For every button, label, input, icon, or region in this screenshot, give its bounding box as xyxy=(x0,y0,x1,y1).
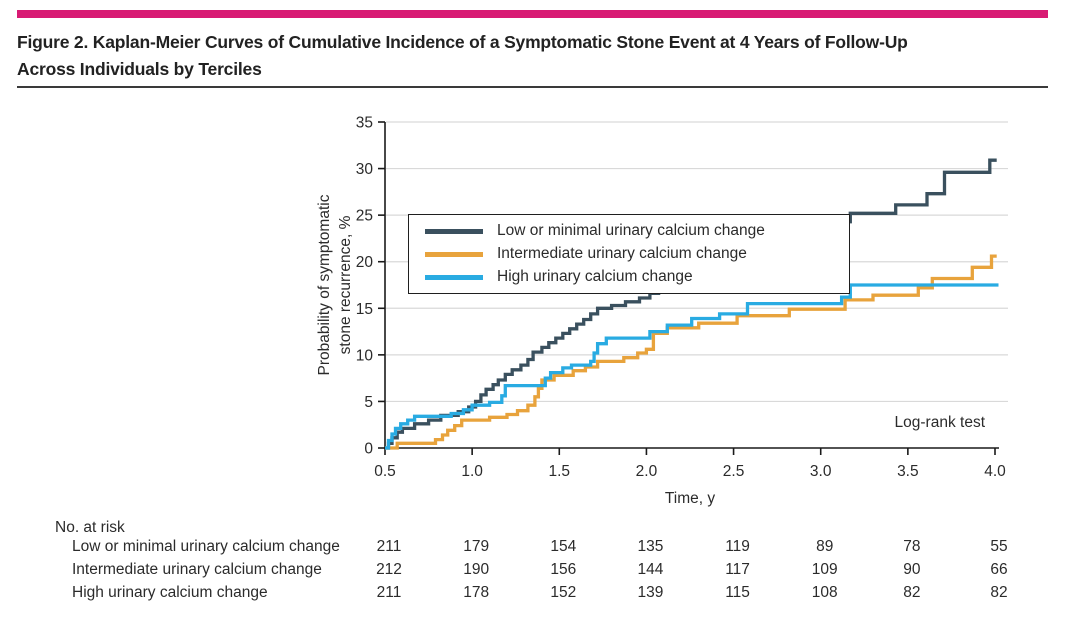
risk-count-r2-c6: 82 xyxy=(903,584,921,601)
y-tick-label-30: 30 xyxy=(356,161,374,178)
legend-line-swatch-high xyxy=(425,274,483,280)
y-axis-title-line-2: stone recurrence, % xyxy=(337,215,354,354)
risk-table-title: No. at risk xyxy=(55,519,125,536)
figure-title-line-1: Figure 2. Kaplan-Meier Curves of Cumulat… xyxy=(17,32,908,52)
y-tick-label-0: 0 xyxy=(364,441,373,458)
title-divider-rule xyxy=(17,86,1048,88)
y-axis-title-line-1: Probability of symptomatic xyxy=(316,194,333,375)
km-plot-svg: 0 5 10 15 20 25 30 35 0.5 1.0 1.5 2.0 2.5 3.0 3.5 4.0 Ti… xyxy=(316,115,1008,507)
legend-line-swatch-intermediate xyxy=(425,251,483,257)
risk-count-r1-c6: 90 xyxy=(903,561,921,578)
risk-count-r0-c2: 154 xyxy=(550,538,577,555)
risk-count-r1-c2: 156 xyxy=(550,561,577,578)
legend-item-low: Low or minimal urinary calcium change xyxy=(425,220,849,242)
km-chart: 0 5 10 15 20 25 30 35 0.5 1.0 1.5 2.0 2.5 3.0 3.5 4.0 Ti… xyxy=(0,100,1065,510)
risk-row-label-1: Intermediate urinary calcium change xyxy=(72,561,322,578)
legend-label-high: High urinary calcium change xyxy=(497,268,693,285)
y-tick-label-35: 35 xyxy=(356,115,373,132)
risk-row-label-0: Low or minimal urinary calcium change xyxy=(72,538,340,555)
risk-count-r0-c5: 89 xyxy=(816,538,834,555)
y-tick-label-10: 10 xyxy=(356,347,374,364)
risk-count-r0-c4: 119 xyxy=(725,538,750,555)
x-tick-label-0.5: 0.5 xyxy=(374,463,396,480)
legend-line-swatch-low xyxy=(425,228,483,234)
risk-count-r1-c0: 212 xyxy=(376,561,402,578)
log-rank-annotation: Log-rank test xyxy=(895,414,986,431)
risk-count-r0-c3: 135 xyxy=(637,538,664,555)
x-axis-title: Time, y xyxy=(665,490,715,507)
risk-count-r1-c3: 144 xyxy=(637,561,664,578)
risk-count-r2-c5: 108 xyxy=(811,584,838,601)
risk-count-r2-c1: 178 xyxy=(463,584,490,601)
y-tick-label-15: 15 xyxy=(356,301,373,318)
x-tick-label-1.0: 1.0 xyxy=(461,463,483,480)
risk-count-r0-c6: 78 xyxy=(903,538,921,555)
legend-item-high: High urinary calcium change xyxy=(425,266,849,288)
risk-count-r0-c7: 55 xyxy=(990,538,1008,555)
figure-title-line-2: Across Individuals by Terciles xyxy=(17,59,262,79)
km-curve-1 xyxy=(385,254,997,450)
x-tick-label-1.5: 1.5 xyxy=(549,463,571,480)
risk-count-r1-c4: 117 xyxy=(725,561,750,578)
risk-count-r1-c1: 190 xyxy=(463,561,490,578)
legend-label-low: Low or minimal urinary calcium change xyxy=(497,222,765,239)
risk-count-r0-c1: 179 xyxy=(463,538,490,555)
risk-count-r2-c7: 82 xyxy=(990,584,1008,601)
legend-item-intermediate: Intermediate urinary calcium change xyxy=(425,243,849,265)
journal-accent-bar xyxy=(17,10,1048,18)
legend-label-intermediate: Intermediate urinary calcium change xyxy=(497,245,747,262)
legend-box: Low or minimal urinary calcium change In… xyxy=(408,214,850,294)
risk-count-r2-c0: 211 xyxy=(376,584,402,601)
x-tick-label-4.0: 4.0 xyxy=(984,463,1006,480)
risk-count-r2-c4: 115 xyxy=(725,584,750,601)
risk-row-label-2: High urinary calcium change xyxy=(72,584,268,601)
x-tick-label-3.0: 3.0 xyxy=(810,463,832,480)
x-tick-label-2.0: 2.0 xyxy=(636,463,658,480)
x-tick-label-2.5: 2.5 xyxy=(723,463,745,480)
risk-count-r2-c3: 139 xyxy=(637,584,664,601)
km-curve-2 xyxy=(385,283,999,450)
y-tick-label-5: 5 xyxy=(364,394,373,411)
risk-count-r0-c0: 211 xyxy=(376,538,402,555)
figure-title: Figure 2. Kaplan-Meier Curves of Cumulat… xyxy=(17,29,1057,83)
risk-count-r2-c2: 152 xyxy=(550,584,577,601)
y-tick-label-20: 20 xyxy=(356,254,374,271)
risk-count-r1-c7: 66 xyxy=(990,561,1008,578)
risk-count-r1-c5: 109 xyxy=(811,561,838,578)
x-tick-label-3.5: 3.5 xyxy=(897,463,919,480)
y-tick-label-25: 25 xyxy=(356,208,373,225)
